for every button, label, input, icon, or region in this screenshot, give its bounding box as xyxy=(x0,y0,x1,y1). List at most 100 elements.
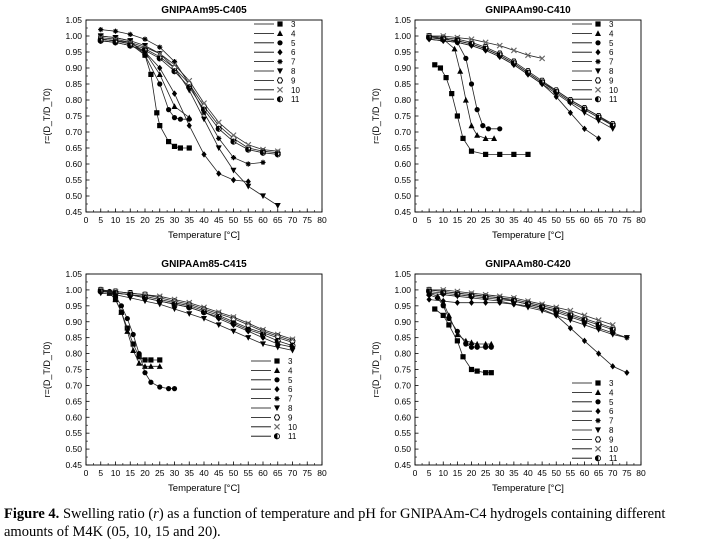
data-point xyxy=(454,328,460,334)
data-point xyxy=(142,357,148,363)
y-tick-label: 0.70 xyxy=(65,380,82,390)
x-tick-label: 20 xyxy=(140,468,150,478)
data-point xyxy=(171,103,178,109)
legend-label: 6 xyxy=(609,407,614,416)
y-tick-label: 0.75 xyxy=(394,111,411,121)
x-tick-label: 80 xyxy=(636,215,646,225)
data-point xyxy=(216,135,222,141)
data-point xyxy=(215,309,222,316)
data-point xyxy=(230,313,237,320)
data-point xyxy=(136,354,142,360)
legend-marker xyxy=(274,367,280,373)
x-tick-label: 15 xyxy=(126,468,136,478)
data-point xyxy=(525,151,531,157)
caption-text-a: Swelling ratio ( xyxy=(59,506,154,522)
x-tick-label: 70 xyxy=(288,468,298,478)
y-tick-label: 0.60 xyxy=(65,412,82,422)
legend-label: 11 xyxy=(609,454,618,463)
series-9 xyxy=(97,36,281,156)
y-tick-label: 0.50 xyxy=(394,191,411,201)
legend-label: 3 xyxy=(609,379,614,388)
legend-marker xyxy=(595,59,601,65)
y-tick-label: 0.85 xyxy=(65,79,82,89)
data-point xyxy=(460,135,466,141)
data-point xyxy=(609,321,616,328)
data-point xyxy=(581,312,588,319)
legend-label: 5 xyxy=(609,398,614,407)
data-point xyxy=(451,45,458,52)
data-point xyxy=(463,341,469,347)
data-point xyxy=(468,122,475,129)
x-tick-label: 80 xyxy=(636,468,646,478)
series-line xyxy=(100,29,264,165)
series-line xyxy=(100,289,160,367)
x-tick-label: 40 xyxy=(523,468,533,478)
legend-label: 3 xyxy=(609,20,614,29)
x-tick-label: 60 xyxy=(258,215,268,225)
y-tick-label: 1.00 xyxy=(394,31,411,41)
data-point xyxy=(201,315,207,322)
data-point xyxy=(468,36,475,43)
x-tick-label: 45 xyxy=(214,215,224,225)
data-point xyxy=(463,55,469,62)
data-point xyxy=(510,47,517,54)
data-point xyxy=(432,62,438,68)
data-point xyxy=(274,203,281,209)
legend-label: 8 xyxy=(609,67,614,76)
data-point xyxy=(491,135,498,141)
data-point xyxy=(171,386,178,392)
x-tick-label: 65 xyxy=(273,215,283,225)
legend-label: 11 xyxy=(609,95,618,104)
data-point xyxy=(186,77,193,84)
data-point xyxy=(525,52,531,59)
data-point xyxy=(177,145,183,151)
data-point xyxy=(230,167,237,174)
data-point xyxy=(186,311,193,317)
data-point xyxy=(215,145,222,152)
data-point xyxy=(156,293,163,300)
plot-frame xyxy=(85,19,323,213)
x-tick-label: 5 xyxy=(427,215,432,225)
legend-label: 8 xyxy=(288,404,293,413)
legend-label: 7 xyxy=(609,58,614,67)
data-point xyxy=(147,363,154,369)
data-point xyxy=(171,90,178,97)
data-point xyxy=(245,183,252,190)
data-point xyxy=(157,44,163,50)
series-11 xyxy=(97,37,281,158)
y-tick-label: 0.55 xyxy=(394,428,411,438)
x-tick-label: 55 xyxy=(244,215,254,225)
series-3 xyxy=(432,62,531,157)
y-tick-label: 0.65 xyxy=(394,396,411,406)
data-point xyxy=(624,369,630,376)
x-tick-label: 80 xyxy=(317,215,327,225)
legend-label: 8 xyxy=(609,426,614,435)
x-tick-label: 0 xyxy=(84,468,89,478)
y-tick-label: 0.50 xyxy=(394,444,411,454)
legend-marker xyxy=(595,445,601,452)
series-line xyxy=(434,308,492,374)
data-point xyxy=(497,126,503,132)
data-point xyxy=(468,81,475,87)
legend-label: 8 xyxy=(291,67,296,76)
x-tick-label: 5 xyxy=(98,468,103,478)
legend-label: 10 xyxy=(609,86,618,95)
data-point xyxy=(623,335,630,341)
legend-label: 4 xyxy=(609,29,614,38)
legend-marker xyxy=(595,40,601,46)
data-point xyxy=(156,363,163,369)
x-axis-label: Temperature [°C] xyxy=(168,483,240,494)
series-line xyxy=(429,289,613,326)
data-point xyxy=(201,304,207,311)
legend-marker xyxy=(595,86,601,93)
data-point xyxy=(186,299,193,306)
data-point xyxy=(157,123,163,129)
y-tick-label: 0.60 xyxy=(394,412,411,422)
legend-label: 6 xyxy=(609,48,614,57)
chart-title: GNIPAAm90-C410 xyxy=(485,5,571,16)
x-tick-label: 30 xyxy=(170,468,180,478)
data-point xyxy=(457,68,464,74)
data-point xyxy=(274,344,281,351)
data-point xyxy=(474,132,481,138)
series-line xyxy=(100,38,278,154)
